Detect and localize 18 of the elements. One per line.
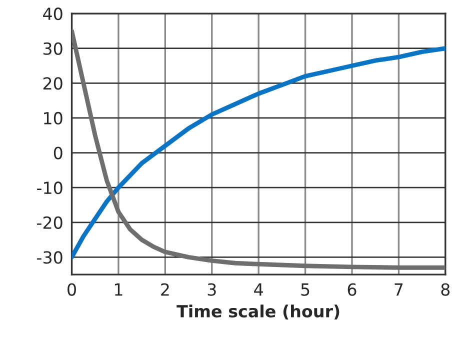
y-tick-label: -30 [37,251,62,264]
x-tick-label: 8 [441,283,450,296]
y-tick-label: 10 [44,112,62,125]
y-tick-label: 40 [43,8,62,20]
y-tick-label: 20 [43,77,62,90]
y-tick-label: -10 [37,182,62,194]
x-tick-label: 5 [301,283,310,296]
x-tick-label: 1 [115,283,122,296]
x-tick-label: 3 [208,283,216,296]
y-tick-label: 0 [54,146,62,160]
x-tick-label: 6 [348,283,356,296]
x-tick-label: 2 [161,283,169,296]
x-tick-label: 4 [254,283,263,296]
x-axis-title: Time scale (hour) [176,304,340,320]
x-tick-label: 7 [394,283,403,296]
y-tick-label: -20 [37,216,62,229]
x-tick-label: 0 [68,283,76,296]
y-tick-label: 30 [43,42,62,55]
